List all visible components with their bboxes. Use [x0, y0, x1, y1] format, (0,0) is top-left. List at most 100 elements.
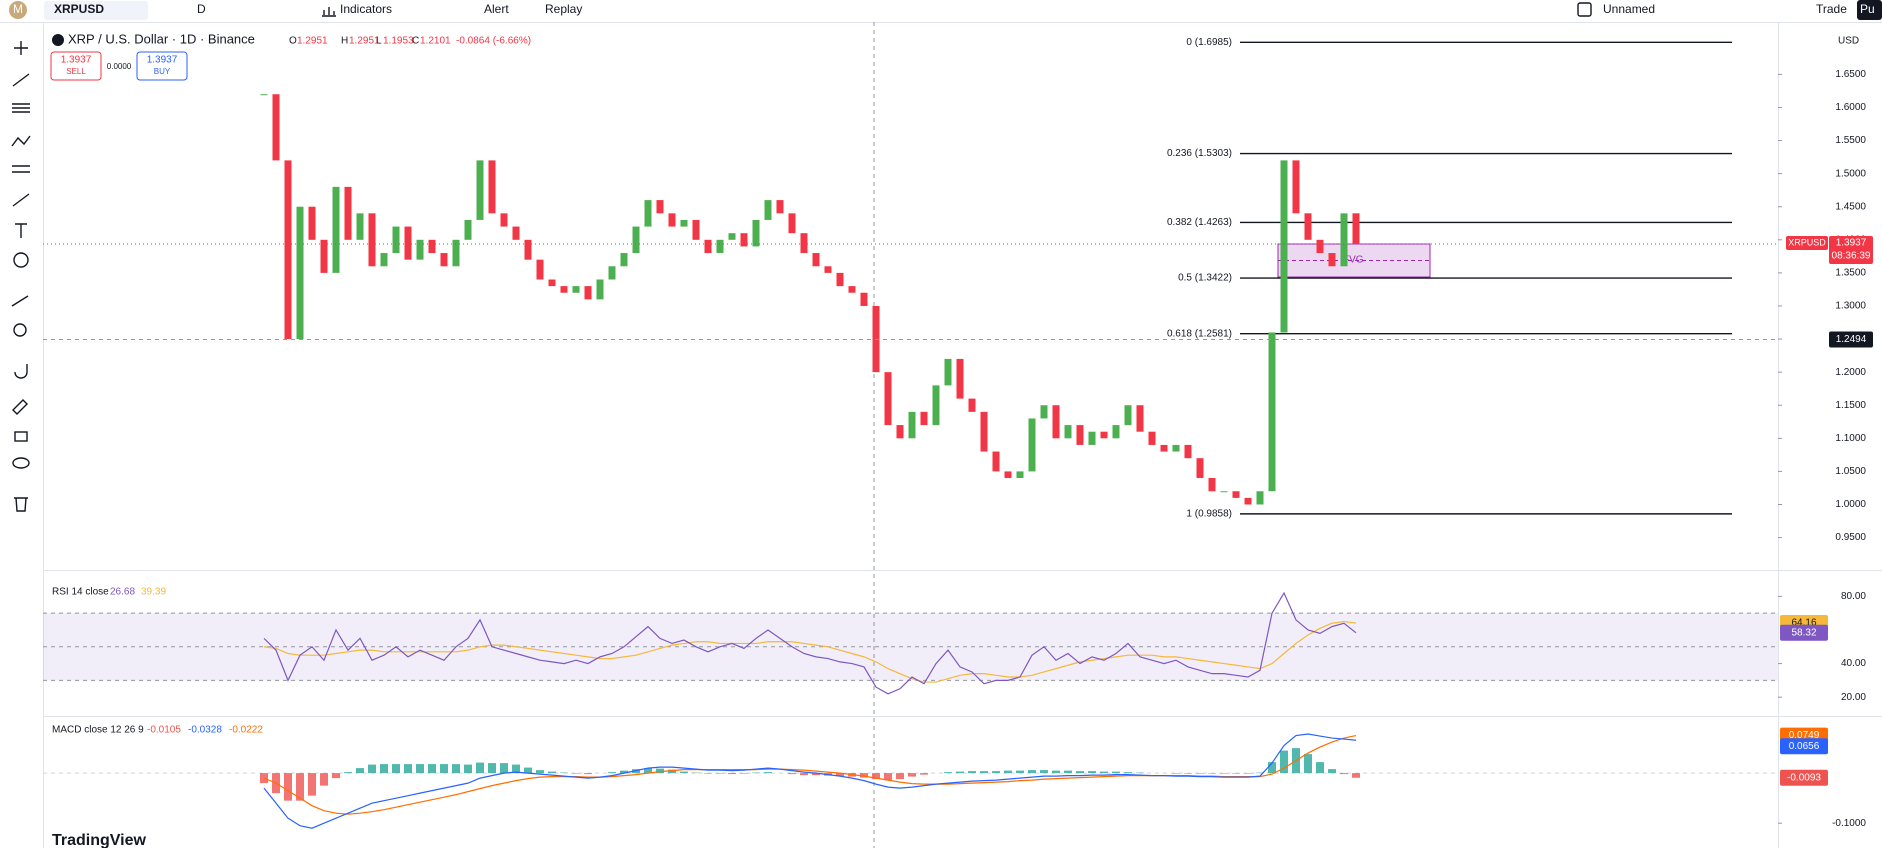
buy-price: 1.3937	[147, 55, 178, 66]
candle	[1052, 405, 1060, 439]
macd-histogram-bar	[524, 767, 532, 774]
candle	[296, 206, 304, 340]
indicators-button[interactable]: Indicators	[340, 2, 392, 16]
legend-change: -0.0864 (-6.66%)	[456, 36, 531, 47]
rsi-tag: 58.32	[1791, 627, 1816, 638]
macd-histogram-bar	[416, 764, 424, 774]
candle	[728, 233, 736, 240]
symbol-box[interactable]	[44, 1, 148, 20]
macd-histogram-bar	[1124, 772, 1132, 774]
candle	[404, 226, 412, 260]
macd-histogram-bar	[1256, 772, 1264, 774]
y-tick-label: 1.4500	[1835, 201, 1866, 212]
candle	[536, 259, 544, 280]
macd-histogram-bar	[1004, 770, 1012, 774]
candle	[1136, 405, 1144, 432]
currency[interactable]: USD	[1838, 36, 1859, 47]
y-tick-label: 0.9500	[1835, 532, 1866, 543]
macd-histogram-bar	[1304, 754, 1312, 774]
legend-l: L	[376, 36, 382, 47]
candle	[1352, 213, 1360, 244]
sell-button[interactable]	[50, 51, 102, 81]
candle	[572, 286, 580, 293]
candle	[776, 200, 784, 214]
candle	[740, 233, 748, 247]
macd-histogram-bar	[668, 769, 676, 774]
avatar[interactable]	[9, 1, 27, 19]
indicators-icon	[322, 7, 336, 17]
macd-histogram-bar	[944, 772, 952, 774]
rsi-tick-label: 80.00	[1841, 591, 1866, 602]
rsi-ma-legend-value: 39.39	[141, 587, 166, 598]
macd-histogram-bar	[392, 764, 400, 774]
macd-histogram-bar	[1184, 773, 1192, 774]
crosshair-tag-bg	[1829, 331, 1873, 348]
legend-h: H	[341, 36, 348, 47]
macd-histogram-bar	[908, 773, 916, 777]
macd-histogram-bar	[1100, 771, 1108, 774]
user-button[interactable]	[1857, 0, 1882, 20]
candle	[620, 253, 628, 267]
macd-histogram-bar	[440, 764, 448, 774]
macd-legend: MACD close 12 26 9	[52, 725, 144, 736]
hist-tag-bg	[1780, 769, 1828, 786]
candle	[680, 219, 688, 227]
macd-histogram-bar	[1208, 773, 1216, 774]
buy-button[interactable]	[136, 51, 188, 81]
symbol[interactable]: XRPUSD	[54, 2, 104, 16]
candle	[1004, 471, 1012, 479]
candle	[1340, 213, 1348, 267]
candle	[308, 206, 316, 240]
macd-histogram-bar	[332, 773, 340, 779]
replay-button[interactable]: Replay	[545, 2, 582, 16]
spread: 0.0000	[107, 62, 132, 71]
candle	[1016, 471, 1024, 479]
macd-histogram-bar	[368, 764, 376, 774]
macd-histogram-bar	[980, 771, 988, 774]
candle	[1280, 160, 1288, 333]
candle	[1172, 444, 1180, 452]
macd-histogram-bar	[1136, 772, 1144, 774]
trade-button[interactable]: Trade	[1816, 2, 1847, 16]
macd-histogram-bar	[1268, 762, 1276, 774]
symbol-logo	[52, 34, 64, 46]
candle	[260, 94, 268, 96]
y-tick-label: 1.5500	[1835, 135, 1866, 146]
layout-icon	[1577, 2, 1592, 17]
macd-histogram-bar	[296, 773, 304, 801]
macd-histogram-bar	[680, 771, 688, 774]
candle	[1112, 425, 1120, 439]
candle	[1292, 160, 1300, 214]
macd-histogram-bar	[1064, 770, 1072, 774]
macd-histogram-bar	[1340, 773, 1348, 775]
candle	[608, 266, 616, 280]
sell-price: 1.3937	[61, 55, 92, 66]
fib-label: 0.5 (1.3422)	[1178, 273, 1232, 284]
layout-name[interactable]: Unnamed	[1603, 2, 1655, 16]
macd-histogram-bar	[620, 770, 628, 774]
macd-tick-label: -0.1000	[1832, 818, 1866, 829]
macd-histogram-bar	[572, 773, 580, 774]
candle	[464, 219, 472, 240]
candle	[1328, 253, 1336, 267]
macd-histogram-bar	[764, 772, 772, 774]
fib-label: 0 (1.6985)	[1186, 37, 1232, 48]
candle	[908, 411, 916, 439]
macd-histogram-bar	[428, 764, 436, 774]
candle	[380, 253, 388, 267]
legend-close: 1.2101	[420, 36, 451, 47]
rsi-ma-tag: 64.16	[1791, 618, 1816, 629]
candle	[548, 279, 556, 287]
candle	[284, 160, 292, 340]
drawing-tools[interactable]	[11, 41, 31, 512]
symbol-tag-bg	[1786, 235, 1828, 250]
candle	[428, 239, 436, 254]
macd-histogram-bar	[812, 773, 820, 776]
candle	[824, 266, 832, 273]
candle	[1076, 425, 1084, 445]
macd-legend-hist: -0.0105	[147, 725, 181, 736]
alert-button[interactable]: Alert	[484, 2, 509, 16]
macd-histogram-bar	[956, 771, 964, 774]
macd-histogram-bar	[356, 768, 364, 774]
interval[interactable]: D	[197, 2, 206, 16]
